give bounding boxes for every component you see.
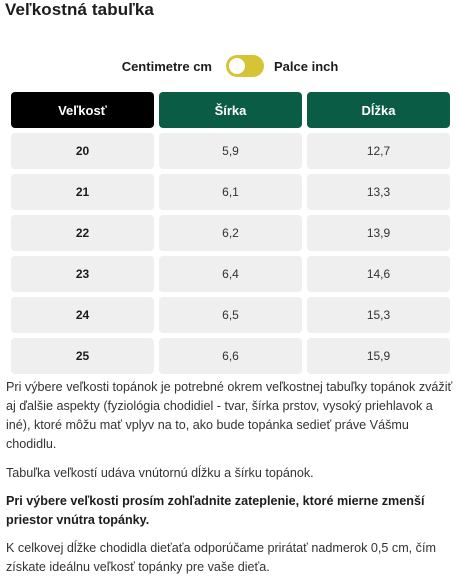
unit-toggle[interactable] <box>226 55 264 77</box>
unit-label-inches[interactable]: Palce inch <box>274 58 339 74</box>
width-cell: 6,2 <box>159 215 302 251</box>
table-row: 22 6,2 13,9 <box>11 215 450 251</box>
size-cell: 20 <box>11 133 154 169</box>
width-cell: 6,5 <box>159 297 302 333</box>
note-inner-dimensions: Tabuľka veľkostí udáva vnútornú dĺžku a … <box>6 466 314 480</box>
table-header-row: Veľkosť Šírka Dĺžka <box>11 92 450 128</box>
size-cell: 21 <box>11 174 154 210</box>
size-cell: 22 <box>11 215 154 251</box>
header-length: Dĺžka <box>307 92 450 128</box>
table-row: 24 6,5 15,3 <box>11 297 450 333</box>
note-aspects: Pri výbere veľkosti topánok je potrebné … <box>6 380 453 451</box>
length-cell: 13,3 <box>307 174 450 210</box>
table-row: 25 6,6 15,9 <box>11 338 450 374</box>
width-cell: 6,4 <box>159 256 302 292</box>
toggle-knob <box>229 58 245 74</box>
note-insulation: Pri výbere veľkosti prosím zohľadnite za… <box>6 494 425 527</box>
unit-switcher: Centimetre cm Palce inch <box>0 54 460 78</box>
table-row: 21 6,1 13,3 <box>11 174 450 210</box>
width-cell: 5,9 <box>159 133 302 169</box>
note-child-allowance: K celkovej dĺžke chodidla dieťaťa odporú… <box>6 541 436 574</box>
length-cell: 15,9 <box>307 338 450 374</box>
page-title: Veľkostná tabuľka <box>5 0 154 19</box>
header-size: Veľkosť <box>11 92 154 128</box>
width-cell: 6,6 <box>159 338 302 374</box>
size-cell: 24 <box>11 297 154 333</box>
header-width: Šírka <box>159 92 302 128</box>
unit-label-centimeters[interactable]: Centimetre cm <box>121 58 212 74</box>
size-cell: 23 <box>11 256 154 292</box>
length-cell: 14,6 <box>307 256 450 292</box>
size-table: Veľkosť Šírka Dĺžka 20 5,9 12,7 21 6,1 1… <box>6 87 455 379</box>
size-cell: 25 <box>11 338 154 374</box>
length-cell: 13,9 <box>307 215 450 251</box>
length-cell: 12,7 <box>307 133 450 169</box>
width-cell: 6,1 <box>159 174 302 210</box>
table-row: 20 5,9 12,7 <box>11 133 450 169</box>
table-row: 23 6,4 14,6 <box>11 256 450 292</box>
length-cell: 15,3 <box>307 297 450 333</box>
